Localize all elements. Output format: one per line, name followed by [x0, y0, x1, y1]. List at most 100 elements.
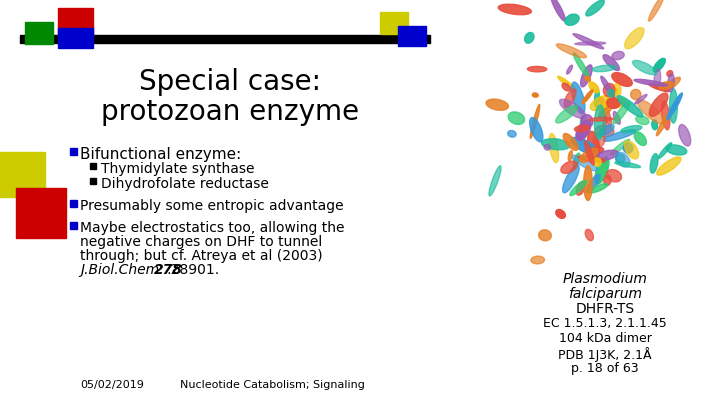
Ellipse shape — [613, 102, 629, 124]
Ellipse shape — [662, 101, 670, 130]
Ellipse shape — [624, 141, 639, 159]
Bar — [380, 12, 408, 34]
Text: Plasmodium: Plasmodium — [562, 272, 647, 286]
Ellipse shape — [568, 151, 572, 161]
Text: Bifunctional enzyme:: Bifunctional enzyme: — [80, 147, 241, 162]
Ellipse shape — [581, 115, 593, 128]
Ellipse shape — [603, 55, 619, 70]
Bar — [90, 163, 96, 169]
Ellipse shape — [634, 132, 647, 145]
Ellipse shape — [603, 130, 636, 141]
Ellipse shape — [508, 112, 525, 124]
Ellipse shape — [570, 181, 587, 196]
Ellipse shape — [649, 84, 669, 92]
Ellipse shape — [634, 94, 647, 104]
Ellipse shape — [667, 70, 672, 77]
Ellipse shape — [604, 175, 611, 185]
Ellipse shape — [621, 126, 642, 133]
Ellipse shape — [586, 174, 600, 193]
Ellipse shape — [590, 96, 610, 111]
Ellipse shape — [567, 65, 572, 74]
Ellipse shape — [664, 77, 680, 91]
Bar — [0, 152, 45, 197]
Ellipse shape — [539, 230, 552, 241]
Ellipse shape — [666, 145, 687, 155]
Text: protozoan enzyme: protozoan enzyme — [101, 98, 359, 126]
Ellipse shape — [576, 181, 585, 195]
Text: EC 1.5.1.3, 2.1.1.45: EC 1.5.1.3, 2.1.1.45 — [543, 317, 667, 330]
Ellipse shape — [657, 112, 670, 136]
Ellipse shape — [654, 69, 661, 89]
Ellipse shape — [549, 133, 559, 163]
Ellipse shape — [608, 90, 614, 97]
Ellipse shape — [588, 147, 603, 154]
Bar — [398, 26, 426, 46]
Ellipse shape — [565, 14, 579, 26]
Ellipse shape — [652, 120, 657, 130]
Ellipse shape — [578, 156, 606, 162]
Ellipse shape — [658, 143, 672, 158]
Ellipse shape — [616, 154, 625, 163]
Text: :28901.: :28901. — [166, 263, 219, 277]
Ellipse shape — [653, 58, 665, 72]
Text: p. 18 of 63: p. 18 of 63 — [571, 362, 639, 375]
Ellipse shape — [585, 141, 594, 165]
Ellipse shape — [679, 124, 690, 146]
Text: negative charges on DHF to tunnel: negative charges on DHF to tunnel — [80, 235, 323, 249]
Ellipse shape — [612, 51, 624, 60]
Text: Presumably some entropic advantage: Presumably some entropic advantage — [80, 199, 343, 213]
Ellipse shape — [528, 66, 546, 72]
Ellipse shape — [667, 74, 674, 92]
Ellipse shape — [525, 32, 534, 43]
Ellipse shape — [599, 125, 614, 136]
Text: Special case:: Special case: — [139, 68, 321, 96]
Ellipse shape — [562, 83, 570, 91]
Ellipse shape — [544, 145, 550, 150]
Ellipse shape — [606, 170, 621, 182]
Ellipse shape — [611, 84, 621, 99]
Bar — [90, 178, 96, 184]
Ellipse shape — [580, 148, 598, 162]
Ellipse shape — [636, 116, 649, 125]
Bar — [20, 35, 430, 43]
Bar — [25, 22, 53, 44]
Ellipse shape — [649, 0, 664, 21]
Ellipse shape — [595, 105, 605, 139]
Ellipse shape — [634, 79, 667, 86]
Bar — [70, 200, 77, 207]
Ellipse shape — [572, 155, 598, 171]
Text: J.Biol.Chem.: J.Biol.Chem. — [80, 263, 168, 277]
Ellipse shape — [582, 90, 593, 104]
Ellipse shape — [580, 115, 584, 126]
Bar — [16, 188, 66, 238]
Ellipse shape — [531, 256, 544, 264]
Ellipse shape — [599, 107, 611, 118]
Bar — [58, 28, 93, 48]
Ellipse shape — [589, 82, 599, 93]
Ellipse shape — [600, 76, 614, 98]
Ellipse shape — [607, 98, 620, 109]
Ellipse shape — [595, 157, 609, 184]
Ellipse shape — [586, 0, 604, 16]
Ellipse shape — [595, 89, 599, 107]
Bar — [70, 148, 77, 155]
Ellipse shape — [551, 0, 565, 21]
Ellipse shape — [623, 143, 633, 153]
Ellipse shape — [615, 162, 641, 168]
Ellipse shape — [658, 82, 674, 90]
Ellipse shape — [603, 117, 607, 136]
Ellipse shape — [508, 130, 516, 137]
Ellipse shape — [616, 152, 630, 167]
Ellipse shape — [556, 209, 565, 218]
Ellipse shape — [564, 89, 576, 107]
Ellipse shape — [612, 72, 632, 86]
Text: Thymidylate synthase: Thymidylate synthase — [101, 162, 254, 176]
Ellipse shape — [557, 44, 586, 58]
Ellipse shape — [575, 42, 606, 45]
Ellipse shape — [595, 150, 618, 160]
Text: Maybe electrostatics too, allowing the: Maybe electrostatics too, allowing the — [80, 221, 344, 235]
Ellipse shape — [572, 82, 585, 114]
Ellipse shape — [613, 111, 621, 124]
Ellipse shape — [631, 90, 641, 100]
Ellipse shape — [559, 99, 586, 119]
